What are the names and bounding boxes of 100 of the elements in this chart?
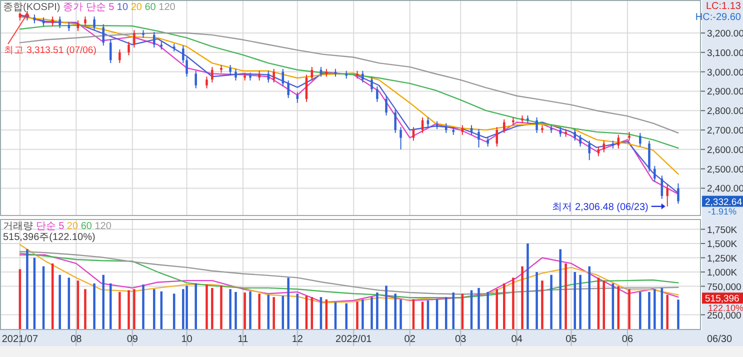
- y-tick-label: 1,250K: [707, 253, 738, 264]
- bar: [211, 288, 214, 329]
- candlestick: [385, 96, 388, 116]
- bar: [579, 274, 582, 329]
- candlestick: [470, 124, 473, 136]
- bar: [26, 249, 28, 329]
- x-tick-label: 05: [566, 334, 578, 345]
- candlestick: [666, 184, 668, 207]
- candlestick: [272, 68, 275, 83]
- candlestick: [461, 124, 464, 136]
- x-tick-label: 03: [455, 334, 467, 345]
- bar: [287, 278, 290, 329]
- bar: [362, 299, 364, 329]
- x-tick-label: 09: [126, 334, 138, 345]
- bar: [648, 292, 650, 329]
- candlestick: [296, 92, 299, 104]
- text: -1.91%: [708, 206, 737, 216]
- text: 10: [116, 2, 131, 13]
- candlestick: [153, 32, 156, 48]
- bar: [521, 266, 524, 329]
- line-series: [19, 244, 679, 304]
- bar: [677, 300, 680, 329]
- candlestick: [51, 16, 54, 27]
- candlestick: [486, 136, 489, 148]
- candlestick: [376, 86, 378, 102]
- bar: [526, 244, 529, 329]
- text: LC:1.13: [706, 1, 742, 12]
- x-tick-label: 10: [181, 334, 193, 345]
- bar: [229, 289, 232, 329]
- y-tick-label: 1,500K: [707, 239, 738, 250]
- candlestick: [182, 45, 184, 64]
- bar: [654, 289, 656, 329]
- candlestick: [639, 132, 642, 148]
- candlestick: [118, 48, 121, 64]
- candlestick: [93, 16, 96, 31]
- text: 515,396: [705, 294, 740, 305]
- candlestick: [394, 109, 396, 134]
- candlestick: [579, 134, 582, 148]
- bar: [478, 288, 480, 329]
- bar: [628, 289, 630, 329]
- bar: [272, 297, 275, 329]
- candlestick: [362, 70, 364, 83]
- candlestick: [597, 146, 600, 157]
- bar: [153, 289, 156, 329]
- candlestick: [400, 126, 402, 150]
- text: 5: [58, 221, 67, 232]
- candlestick: [186, 56, 188, 78]
- bar: [258, 294, 260, 329]
- candlestick: [602, 140, 606, 153]
- text: 5: [108, 2, 117, 13]
- bar: [234, 292, 237, 329]
- bar: [394, 294, 396, 329]
- bar: [142, 284, 144, 329]
- legend-title: 단순: [36, 221, 59, 232]
- candlestick: [128, 41, 130, 56]
- bar: [541, 280, 544, 329]
- bar: [503, 283, 506, 329]
- bar: [133, 289, 136, 329]
- bar: [512, 278, 514, 329]
- bar: [93, 283, 96, 329]
- text: 20: [130, 2, 145, 13]
- x-tick-label: 2022/01: [336, 334, 372, 345]
- bar: [249, 291, 252, 329]
- x-tick-label: 04: [511, 334, 523, 345]
- bar: [128, 290, 130, 329]
- candlestick: [267, 70, 270, 83]
- x-tick-label: 11: [238, 334, 249, 345]
- bar: [84, 289, 86, 329]
- bar: [370, 297, 373, 329]
- candlestick: [412, 126, 415, 142]
- text: 120: [94, 221, 112, 232]
- bar: [194, 283, 197, 329]
- candlestick: [58, 16, 61, 29]
- y-tick-label: 750,000: [707, 282, 742, 293]
- candlestick: [102, 24, 104, 46]
- y-tick-label: 1,750K: [707, 224, 738, 236]
- bar: [536, 272, 538, 329]
- bar: [452, 292, 454, 329]
- bar: [345, 303, 348, 329]
- candlestick: [654, 165, 656, 182]
- annotation: 최저 2,306.48 (06/23): [552, 202, 648, 213]
- x-tick-label: 12: [292, 334, 304, 345]
- y-tick-label: 1,000K: [707, 268, 738, 279]
- bar: [639, 292, 642, 329]
- bar: [550, 274, 552, 329]
- bar: [102, 274, 104, 329]
- candlestick: [588, 140, 591, 161]
- x-tick-label: 02: [404, 334, 416, 345]
- candlestick: [133, 30, 136, 48]
- candlestick: [206, 76, 208, 89]
- bar: [220, 286, 222, 329]
- bar: [385, 286, 388, 329]
- candlestick: [234, 68, 237, 82]
- bar: [400, 299, 402, 329]
- bar: [206, 284, 208, 329]
- x-tick-label: 08: [70, 334, 82, 345]
- candlestick: [444, 122, 448, 134]
- bar: [564, 263, 567, 329]
- candlestick: [258, 70, 260, 82]
- bar: [186, 286, 188, 329]
